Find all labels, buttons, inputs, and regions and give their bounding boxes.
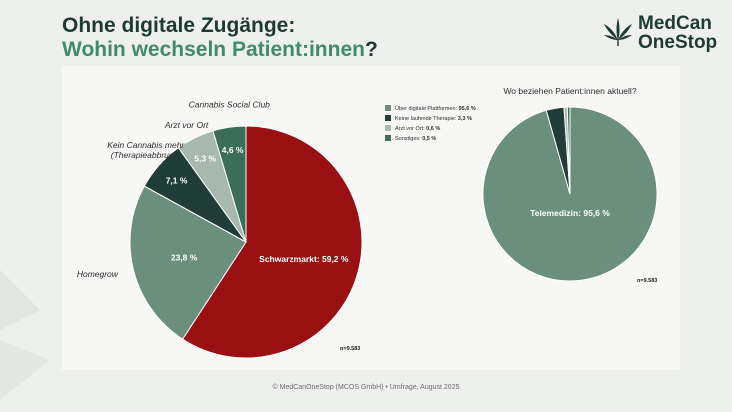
charts-svg: Schwarzmarkt: 59,2 % 23,8 % 7,1 % 5,3 % 4,6 … — [77, 86, 658, 359]
title-question-mark: ? — [364, 38, 378, 61]
footer-credit: © MedCanOneStop (MCOS GmbH) • Umfrage, A… — [272, 384, 460, 391]
page-title: Ohne digitale Zugänge: Wohin wechseln Pa… — [62, 14, 378, 62]
title-line-1: Ohne digitale Zugänge: — [62, 14, 296, 37]
sample-size-right: n=9.583 — [637, 278, 657, 284]
decorative-leaf-graphic — [0, 270, 50, 400]
legend-entry-0: Über digitale Plattformen: 95,6 % — [395, 105, 476, 112]
pie-value-label-3: 5,3 % — [194, 154, 216, 164]
legend-text-3: Sonstiges: — [395, 136, 422, 142]
legend-value-2: 0,6 % — [426, 126, 440, 132]
pie-category-label-arzt-vor-ort: Arzt vor Ort — [164, 120, 209, 130]
legend-swatch-3 — [385, 135, 391, 141]
legend-text-2: Arzt vor Ort: — [395, 126, 426, 132]
legend-value-0: 95,6 % — [459, 106, 476, 112]
logo-line-1: MedCan — [638, 13, 712, 34]
legend-swatch-0 — [385, 105, 391, 111]
legend-text-1: Keine laufende Therapie: — [395, 116, 458, 122]
legend-text-0: Über digitale Plattformen: — [395, 105, 459, 112]
pie-value-label-0: Schwarzmarkt: 59,2 % — [259, 254, 349, 264]
pie-value-label-4: 4,6 % — [222, 145, 244, 155]
pie-slice-schwarzmarkt — [181, 125, 363, 359]
pie-slice-cannabis-social-club — [212, 125, 247, 243]
pie-category-label-kein-cannabis-line2: (Therapieabbruch) — [111, 150, 181, 160]
logo-line-2: OneStop — [638, 32, 718, 53]
title-line-2: Wohin wechseln Patient:innen — [62, 38, 365, 61]
right-pie-slice-sonstiges — [566, 106, 571, 195]
legend-entry-2: Arzt vor Ort: 0,6 % — [395, 126, 440, 132]
legend-entry-3: Sonstiges: 0,5 % — [395, 136, 436, 142]
sample-size-left: n=9.583 — [340, 346, 360, 352]
chart-panel: Schwarzmarkt: 59,2 % 23,8 % 7,1 % 5,3 % 4,6 … — [62, 66, 680, 370]
logo-wordmark: MedCan OneStop — [638, 14, 717, 52]
logo: MedCan OneStop — [602, 14, 722, 54]
right-pie-value-label: Telemedizin: 95,6 % — [530, 208, 610, 218]
legend-entry-1: Keine laufende Therapie: 3,3 % — [395, 116, 472, 122]
pie-value-label-2: 7,1 % — [166, 175, 188, 185]
right-chart-title: Wo beziehen Patient:innen aktuell? — [503, 86, 636, 96]
pie-slice-homegrow — [129, 185, 247, 340]
legend-value-1: 3,3 % — [458, 116, 472, 122]
pie-category-label-cannabis-social-club: Cannabis Social Club — [189, 99, 271, 109]
legend-value-3: 0,5 % — [422, 136, 436, 142]
pie-category-label-homegrow: Homegrow — [77, 269, 119, 279]
pie-category-label-kein-cannabis-line1: Kein Cannabis mehr — [107, 140, 185, 150]
legend-swatch-1 — [385, 115, 391, 121]
pie-value-label-1: 23,8 % — [171, 252, 198, 262]
legend-swatch-2 — [385, 125, 391, 131]
cannabis-leaf-icon — [604, 18, 632, 46]
